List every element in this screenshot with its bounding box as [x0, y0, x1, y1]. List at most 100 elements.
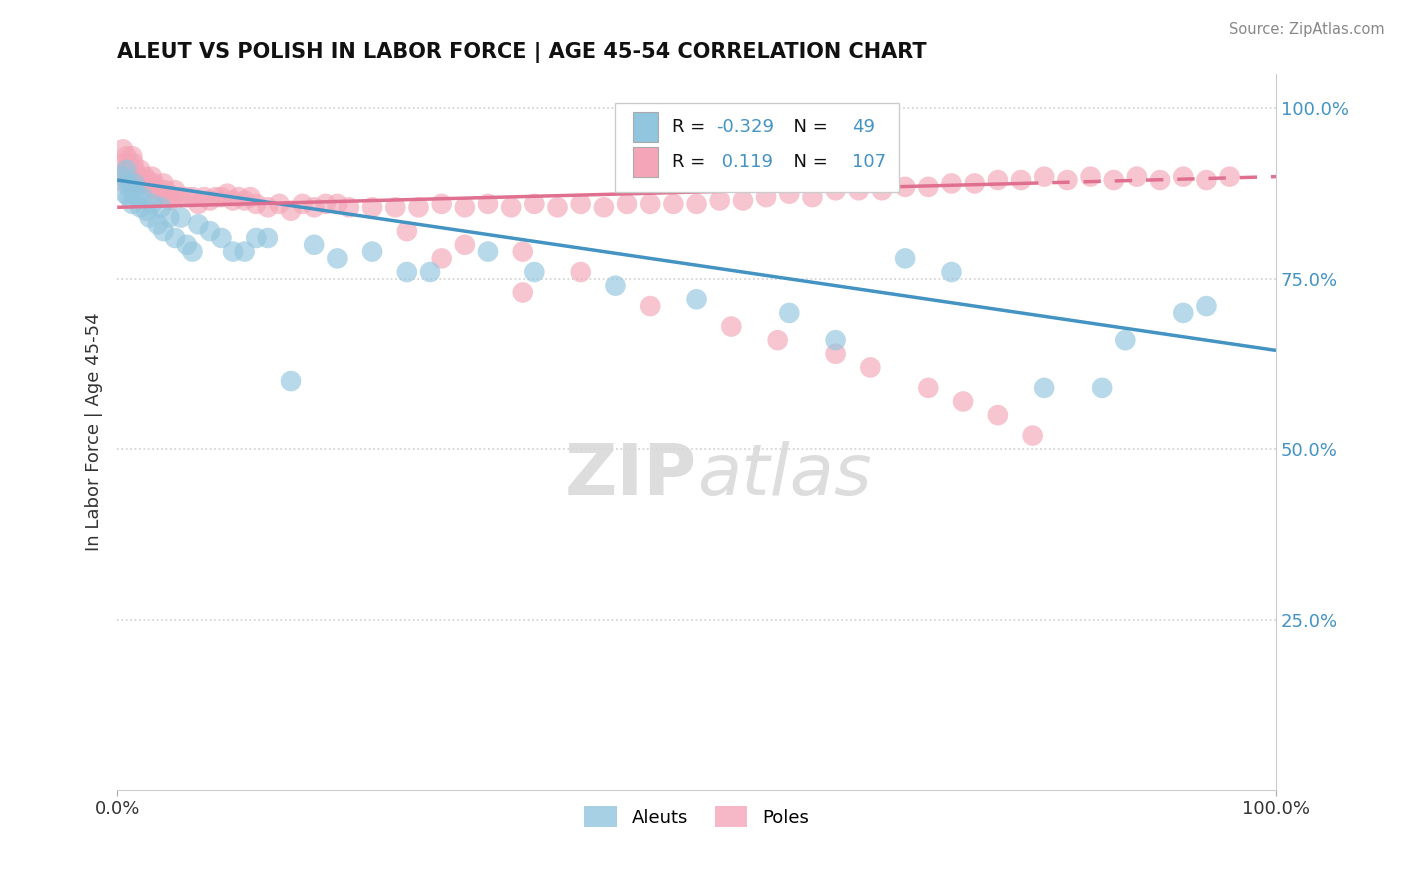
Poles	[121, 149, 143, 163]
Poles	[592, 200, 614, 214]
Text: ZIP: ZIP	[564, 441, 696, 509]
Poles	[523, 197, 546, 211]
Aleuts	[894, 252, 917, 266]
Aleuts	[1114, 333, 1136, 347]
Poles	[129, 162, 152, 177]
Poles	[136, 173, 159, 187]
Aleuts	[181, 244, 204, 259]
Text: R =: R =	[672, 153, 711, 171]
Aleuts	[165, 231, 187, 245]
Poles	[138, 179, 160, 194]
Poles	[824, 347, 846, 361]
Poles	[152, 177, 174, 191]
Poles	[128, 169, 150, 184]
Poles	[118, 156, 141, 170]
Aleuts	[150, 200, 173, 214]
Legend: Aleuts, Poles: Aleuts, Poles	[578, 799, 815, 835]
Aleuts	[146, 218, 169, 232]
Poles	[801, 190, 824, 204]
Poles	[187, 197, 209, 211]
Poles	[165, 183, 187, 197]
Aleuts	[419, 265, 441, 279]
Poles	[917, 179, 939, 194]
Poles	[114, 177, 136, 191]
Aleuts	[118, 190, 141, 204]
Poles	[239, 190, 262, 204]
Poles	[1126, 169, 1149, 184]
Aleuts	[187, 218, 209, 232]
Text: 49: 49	[852, 118, 875, 136]
Poles	[122, 156, 145, 170]
Poles	[1149, 173, 1171, 187]
Aleuts	[124, 177, 146, 191]
Poles	[291, 197, 314, 211]
Aleuts	[222, 244, 245, 259]
Poles	[134, 169, 156, 184]
Poles	[720, 319, 742, 334]
Aleuts	[122, 186, 145, 201]
Poles	[408, 200, 430, 214]
Poles	[512, 244, 534, 259]
Poles	[987, 408, 1010, 422]
Aleuts	[138, 211, 160, 225]
Poles	[127, 177, 149, 191]
Poles	[280, 203, 302, 218]
Poles	[112, 156, 135, 170]
Aleuts	[176, 237, 198, 252]
Aleuts	[152, 224, 174, 238]
Poles	[569, 265, 592, 279]
Aleuts	[256, 231, 278, 245]
Poles	[1056, 173, 1078, 187]
Aleuts	[941, 265, 963, 279]
Aleuts	[523, 265, 546, 279]
Poles	[228, 190, 250, 204]
Aleuts	[302, 237, 325, 252]
Poles	[778, 186, 800, 201]
Poles	[859, 360, 882, 375]
Poles	[987, 173, 1010, 187]
Poles	[131, 177, 153, 191]
Poles	[1219, 169, 1241, 184]
Aleuts	[141, 197, 163, 211]
Poles	[638, 197, 661, 211]
Aleuts	[114, 186, 136, 201]
Poles	[395, 224, 418, 238]
Poles	[111, 142, 134, 156]
Poles	[117, 169, 139, 184]
FancyBboxPatch shape	[633, 112, 658, 142]
Poles	[824, 183, 846, 197]
Aleuts	[170, 211, 193, 225]
Text: 107: 107	[852, 153, 886, 171]
Aleuts	[1033, 381, 1056, 395]
Aleuts	[361, 244, 384, 259]
Poles	[1173, 169, 1195, 184]
Aleuts	[1195, 299, 1218, 313]
Poles	[894, 179, 917, 194]
Poles	[454, 200, 477, 214]
Poles	[616, 197, 638, 211]
Aleuts	[395, 265, 418, 279]
Poles	[361, 200, 384, 214]
Poles	[155, 183, 177, 197]
Aleuts	[198, 224, 221, 238]
Text: 0.119: 0.119	[716, 153, 773, 171]
Poles	[148, 190, 170, 204]
Aleuts	[129, 200, 152, 214]
Aleuts	[245, 231, 267, 245]
Poles	[211, 190, 233, 204]
Aleuts	[233, 244, 256, 259]
Aleuts	[1091, 381, 1114, 395]
Poles	[952, 394, 974, 409]
Poles	[477, 197, 499, 211]
Poles	[302, 200, 325, 214]
Poles	[245, 197, 267, 211]
Poles	[326, 197, 349, 211]
Poles	[766, 333, 789, 347]
Poles	[217, 186, 239, 201]
Aleuts	[824, 333, 846, 347]
Poles	[315, 197, 337, 211]
FancyBboxPatch shape	[616, 103, 900, 193]
Poles	[204, 190, 226, 204]
Text: atlas: atlas	[696, 441, 872, 509]
Aleuts	[111, 169, 134, 184]
